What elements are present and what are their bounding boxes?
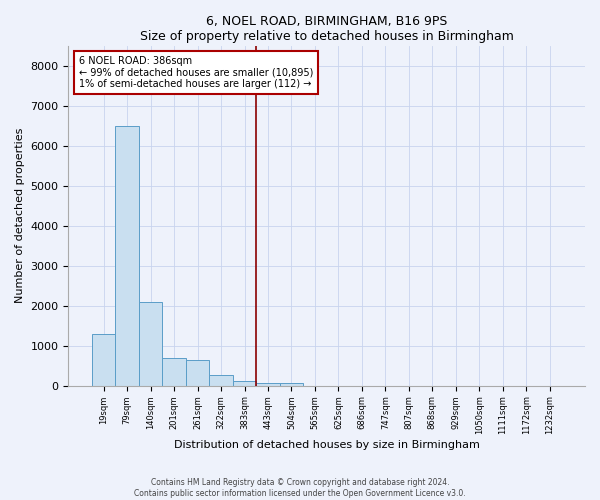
Title: 6, NOEL ROAD, BIRMINGHAM, B16 9PS
Size of property relative to detached houses i: 6, NOEL ROAD, BIRMINGHAM, B16 9PS Size o… [140, 15, 514, 43]
Text: Contains HM Land Registry data © Crown copyright and database right 2024.
Contai: Contains HM Land Registry data © Crown c… [134, 478, 466, 498]
Bar [280, 384, 303, 386]
Text: 6 NOEL ROAD: 386sqm
← 99% of detached houses are smaller (10,895)
1% of semi-det: 6 NOEL ROAD: 386sqm ← 99% of detached ho… [79, 56, 313, 89]
Bar [186, 360, 209, 386]
Bar [209, 375, 233, 386]
Bar [163, 358, 186, 386]
Bar [256, 382, 280, 386]
Bar [233, 382, 256, 386]
Y-axis label: Number of detached properties: Number of detached properties [15, 128, 25, 304]
Bar [139, 302, 163, 386]
X-axis label: Distribution of detached houses by size in Birmingham: Distribution of detached houses by size … [174, 440, 479, 450]
Bar [92, 334, 115, 386]
Bar [115, 126, 139, 386]
